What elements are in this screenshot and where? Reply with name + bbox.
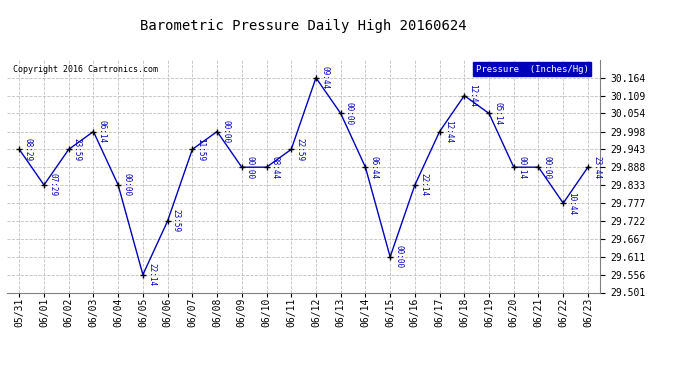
Text: 11:59: 11:59 — [197, 138, 206, 161]
Text: 10:44: 10:44 — [567, 192, 576, 215]
Text: 12:44: 12:44 — [469, 84, 477, 107]
Text: 22:14: 22:14 — [419, 173, 428, 196]
Text: 23:59: 23:59 — [172, 209, 181, 232]
Text: 06:44: 06:44 — [370, 156, 379, 179]
Text: 05:14: 05:14 — [493, 102, 502, 125]
Text: Pressure  (Inches/Hg): Pressure (Inches/Hg) — [475, 64, 589, 74]
Text: 09:44: 09:44 — [320, 66, 329, 89]
Text: 00:00: 00:00 — [221, 120, 230, 143]
Text: 07:29: 07:29 — [48, 173, 57, 196]
Text: 00:00: 00:00 — [542, 156, 551, 179]
Text: Copyright 2016 Cartronics.com: Copyright 2016 Cartronics.com — [13, 64, 158, 74]
Text: 22:14: 22:14 — [147, 263, 156, 286]
Text: 22:59: 22:59 — [295, 138, 304, 161]
Text: 12:44: 12:44 — [444, 120, 453, 143]
Text: 00:14: 00:14 — [518, 156, 527, 179]
Text: 00:00: 00:00 — [122, 173, 131, 196]
Text: 08:29: 08:29 — [23, 138, 32, 161]
Text: 00:00: 00:00 — [345, 102, 354, 125]
Text: 00:00: 00:00 — [394, 245, 403, 268]
Text: 08:44: 08:44 — [270, 156, 279, 179]
Text: 06:14: 06:14 — [97, 120, 106, 143]
Text: 23:44: 23:44 — [592, 156, 601, 179]
Text: Barometric Pressure Daily High 20160624: Barometric Pressure Daily High 20160624 — [140, 19, 467, 33]
Text: 00:00: 00:00 — [246, 156, 255, 179]
Text: 23:59: 23:59 — [73, 138, 82, 161]
